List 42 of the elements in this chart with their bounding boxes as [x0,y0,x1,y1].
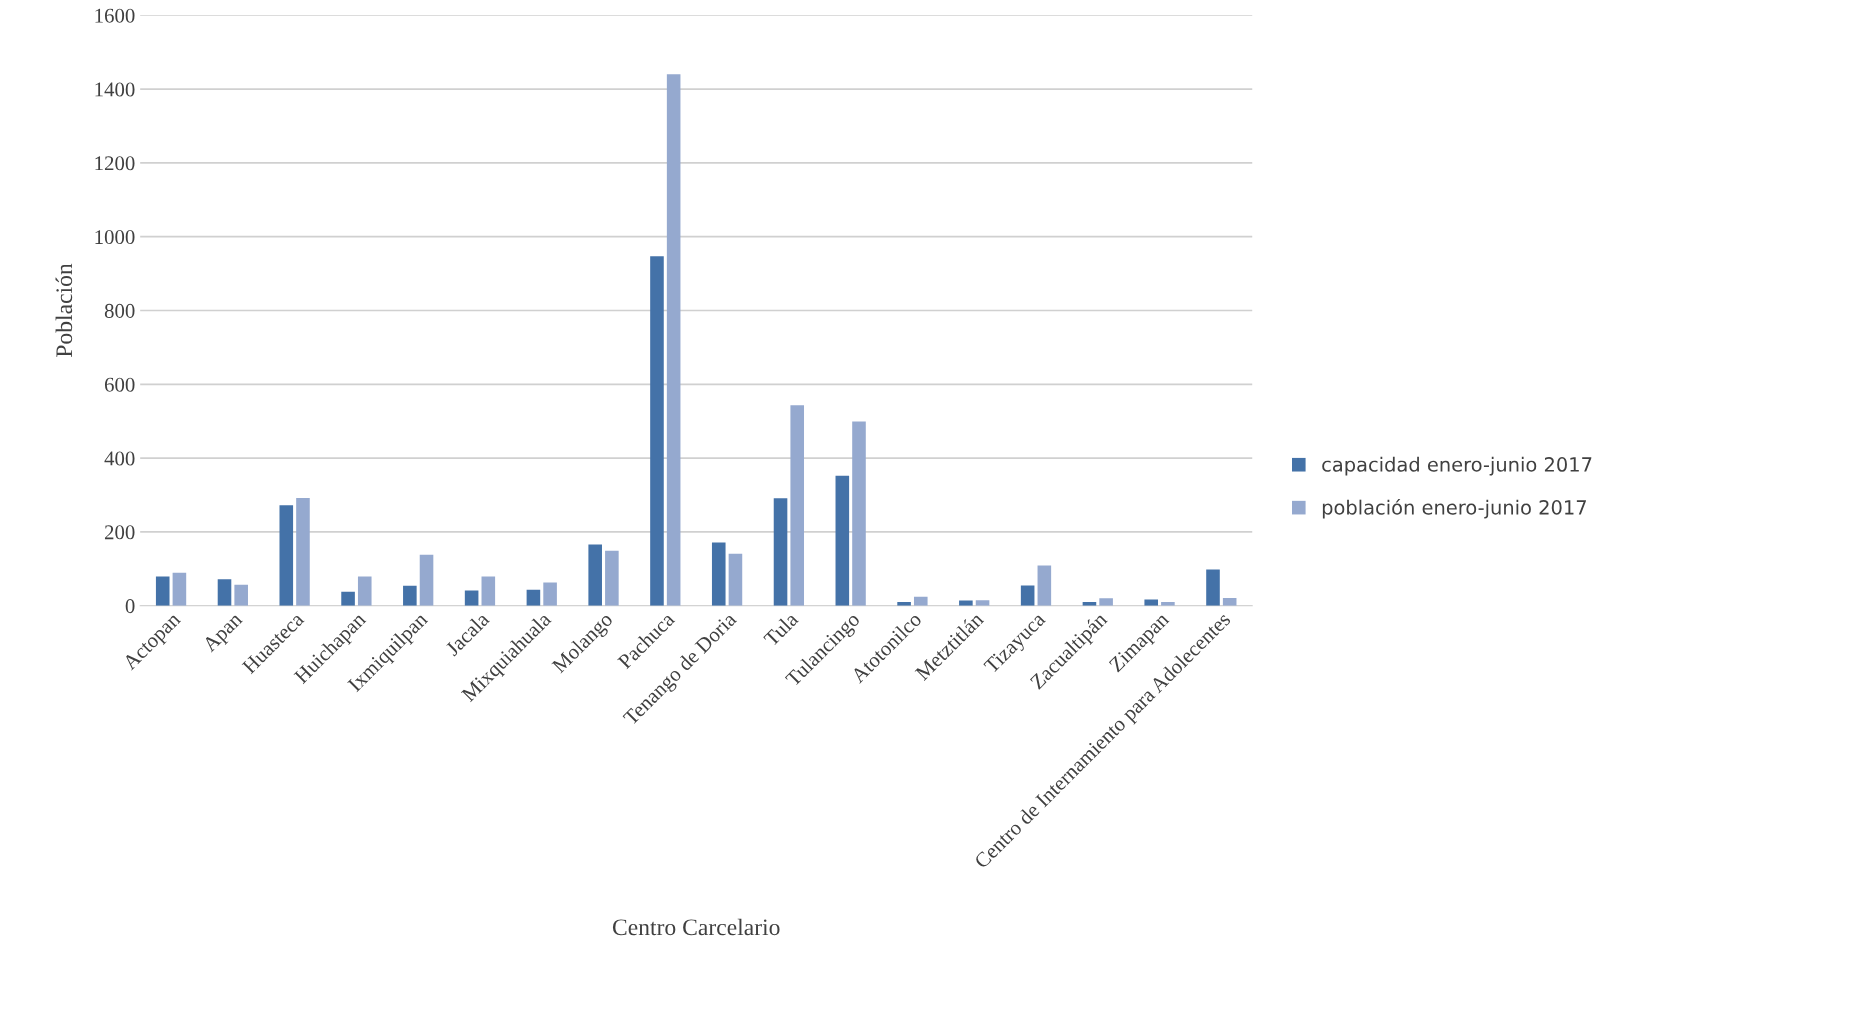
bar [296,497,310,606]
bar [217,579,232,606]
bar [419,554,434,606]
bar [728,553,743,606]
bar [357,576,372,606]
bar [1144,599,1159,606]
bar [666,74,681,606]
bar [1206,569,1220,606]
bar [605,550,619,606]
bar [852,421,866,606]
bar [650,256,664,606]
bar [711,542,726,606]
bar [481,576,496,606]
bar [773,498,788,606]
y-tick-label: 400 [104,451,135,466]
bar [172,572,187,606]
bar [1037,565,1052,606]
bar [155,576,170,606]
bar [526,589,541,606]
bar [1020,585,1035,606]
y-tick-label: 1000 [95,230,135,245]
bar [790,405,805,606]
bar [403,585,417,606]
y-tick-label: 200 [104,525,135,540]
y-tick-label: 1400 [95,82,135,97]
bar [913,596,928,606]
bar [1099,598,1113,606]
y-axis-title: Población [55,263,73,358]
y-tick-label: 800 [104,303,135,318]
bar [835,475,850,606]
y-tick-label: 1600 [95,8,135,23]
legend-label: población enero-junio 2017 [1322,498,1586,519]
x-axis-title: Centro Carcelario [612,918,780,936]
legend-label: capacidad enero-junio 2017 [1322,456,1592,476]
y-tick-label: 0 [125,599,135,614]
bar [341,591,355,606]
bar [588,544,602,606]
y-tick-label: 1200 [95,156,135,171]
bar [279,505,294,606]
bar [234,584,248,606]
y-tick-label: 600 [104,377,135,392]
bar [543,582,557,606]
